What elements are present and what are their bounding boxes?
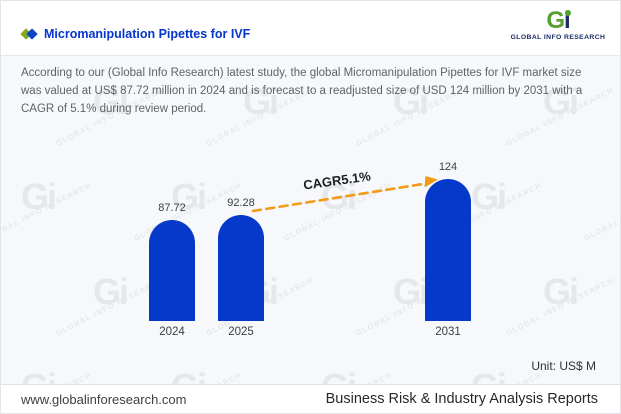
bar-2025	[218, 215, 264, 321]
bar-group-2024: 87.72 2024	[149, 202, 195, 338]
unit-label: Unit: US$ M	[531, 359, 596, 373]
cagr-annotation: CAGR5.1%	[302, 168, 372, 193]
bar-value-label: 87.72	[158, 202, 186, 214]
bar-group-2025: 92.28 2025	[218, 197, 264, 338]
bar-value-label: 124	[438, 161, 458, 173]
x-axis-tick-label: 2025	[228, 326, 254, 338]
bar-2031	[425, 179, 471, 321]
x-axis-tick-label: 2031	[435, 326, 461, 338]
bar-group-2031: 124 2031	[425, 161, 471, 338]
footer-website-link[interactable]: www.globalinforesearch.com	[21, 391, 187, 407]
logo-caption: GLOBAL INFO RESEARCH	[510, 34, 606, 41]
page-title: Micromanipulation Pipettes for IVF	[44, 27, 251, 41]
bar-value-label: 92.28	[227, 197, 255, 209]
x-axis-tick-label: 2024	[159, 326, 185, 338]
diamond-bullet-icon	[20, 28, 39, 40]
global-info-research-logo: Gi GLOBAL INFO RESEARCH	[510, 9, 606, 42]
header-bar: Micromanipulation Pipettes for IVF Gi GL…	[1, 1, 620, 56]
footer-bar: www.globalinforesearch.com Business Risk…	[1, 384, 620, 413]
footer-tagline: Business Risk & Industry Analysis Report…	[325, 391, 598, 407]
bar-2024	[149, 220, 195, 321]
market-summary-text: According to our (Global Info Research) …	[21, 67, 583, 115]
gi-logo-icon: Gi	[546, 7, 571, 34]
title-row: Micromanipulation Pipettes for IVF	[20, 27, 251, 41]
